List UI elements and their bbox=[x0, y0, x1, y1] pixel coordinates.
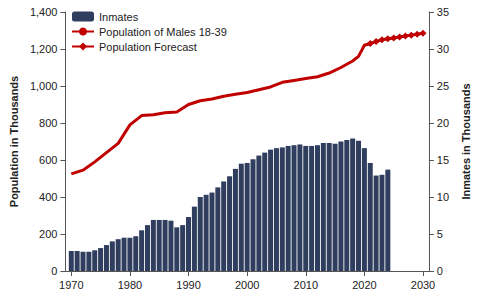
svg-text:1990: 1990 bbox=[176, 279, 200, 291]
svg-text:1,000: 1,000 bbox=[30, 80, 58, 92]
svg-text:10: 10 bbox=[437, 191, 449, 203]
svg-text:2020: 2020 bbox=[352, 279, 376, 291]
svg-text:Population Forecast: Population Forecast bbox=[99, 41, 197, 53]
svg-text:Inmates in Thousands: Inmates in Thousands bbox=[460, 83, 472, 199]
svg-text:800: 800 bbox=[39, 117, 57, 129]
svg-text:2010: 2010 bbox=[294, 279, 318, 291]
svg-text:15: 15 bbox=[437, 154, 449, 166]
svg-text:20: 20 bbox=[437, 117, 449, 129]
svg-text:1,400: 1,400 bbox=[30, 6, 58, 18]
svg-text:35: 35 bbox=[437, 6, 449, 18]
svg-text:1980: 1980 bbox=[118, 279, 142, 291]
svg-text:2030: 2030 bbox=[411, 279, 435, 291]
svg-text:0: 0 bbox=[437, 265, 443, 277]
svg-text:200: 200 bbox=[39, 228, 57, 240]
svg-text:5: 5 bbox=[437, 228, 443, 240]
svg-text:Population of Males 18-39: Population of Males 18-39 bbox=[99, 26, 227, 38]
svg-text:400: 400 bbox=[39, 191, 57, 203]
svg-text:0: 0 bbox=[51, 265, 57, 277]
svg-text:600: 600 bbox=[39, 154, 57, 166]
svg-text:Population in Thousands: Population in Thousands bbox=[8, 76, 20, 207]
svg-text:25: 25 bbox=[437, 80, 449, 92]
svg-text:1970: 1970 bbox=[59, 279, 83, 291]
svg-text:30: 30 bbox=[437, 43, 449, 55]
svg-text:Inmates: Inmates bbox=[99, 11, 139, 23]
svg-text:2000: 2000 bbox=[235, 279, 259, 291]
svg-text:1,200: 1,200 bbox=[30, 43, 58, 55]
